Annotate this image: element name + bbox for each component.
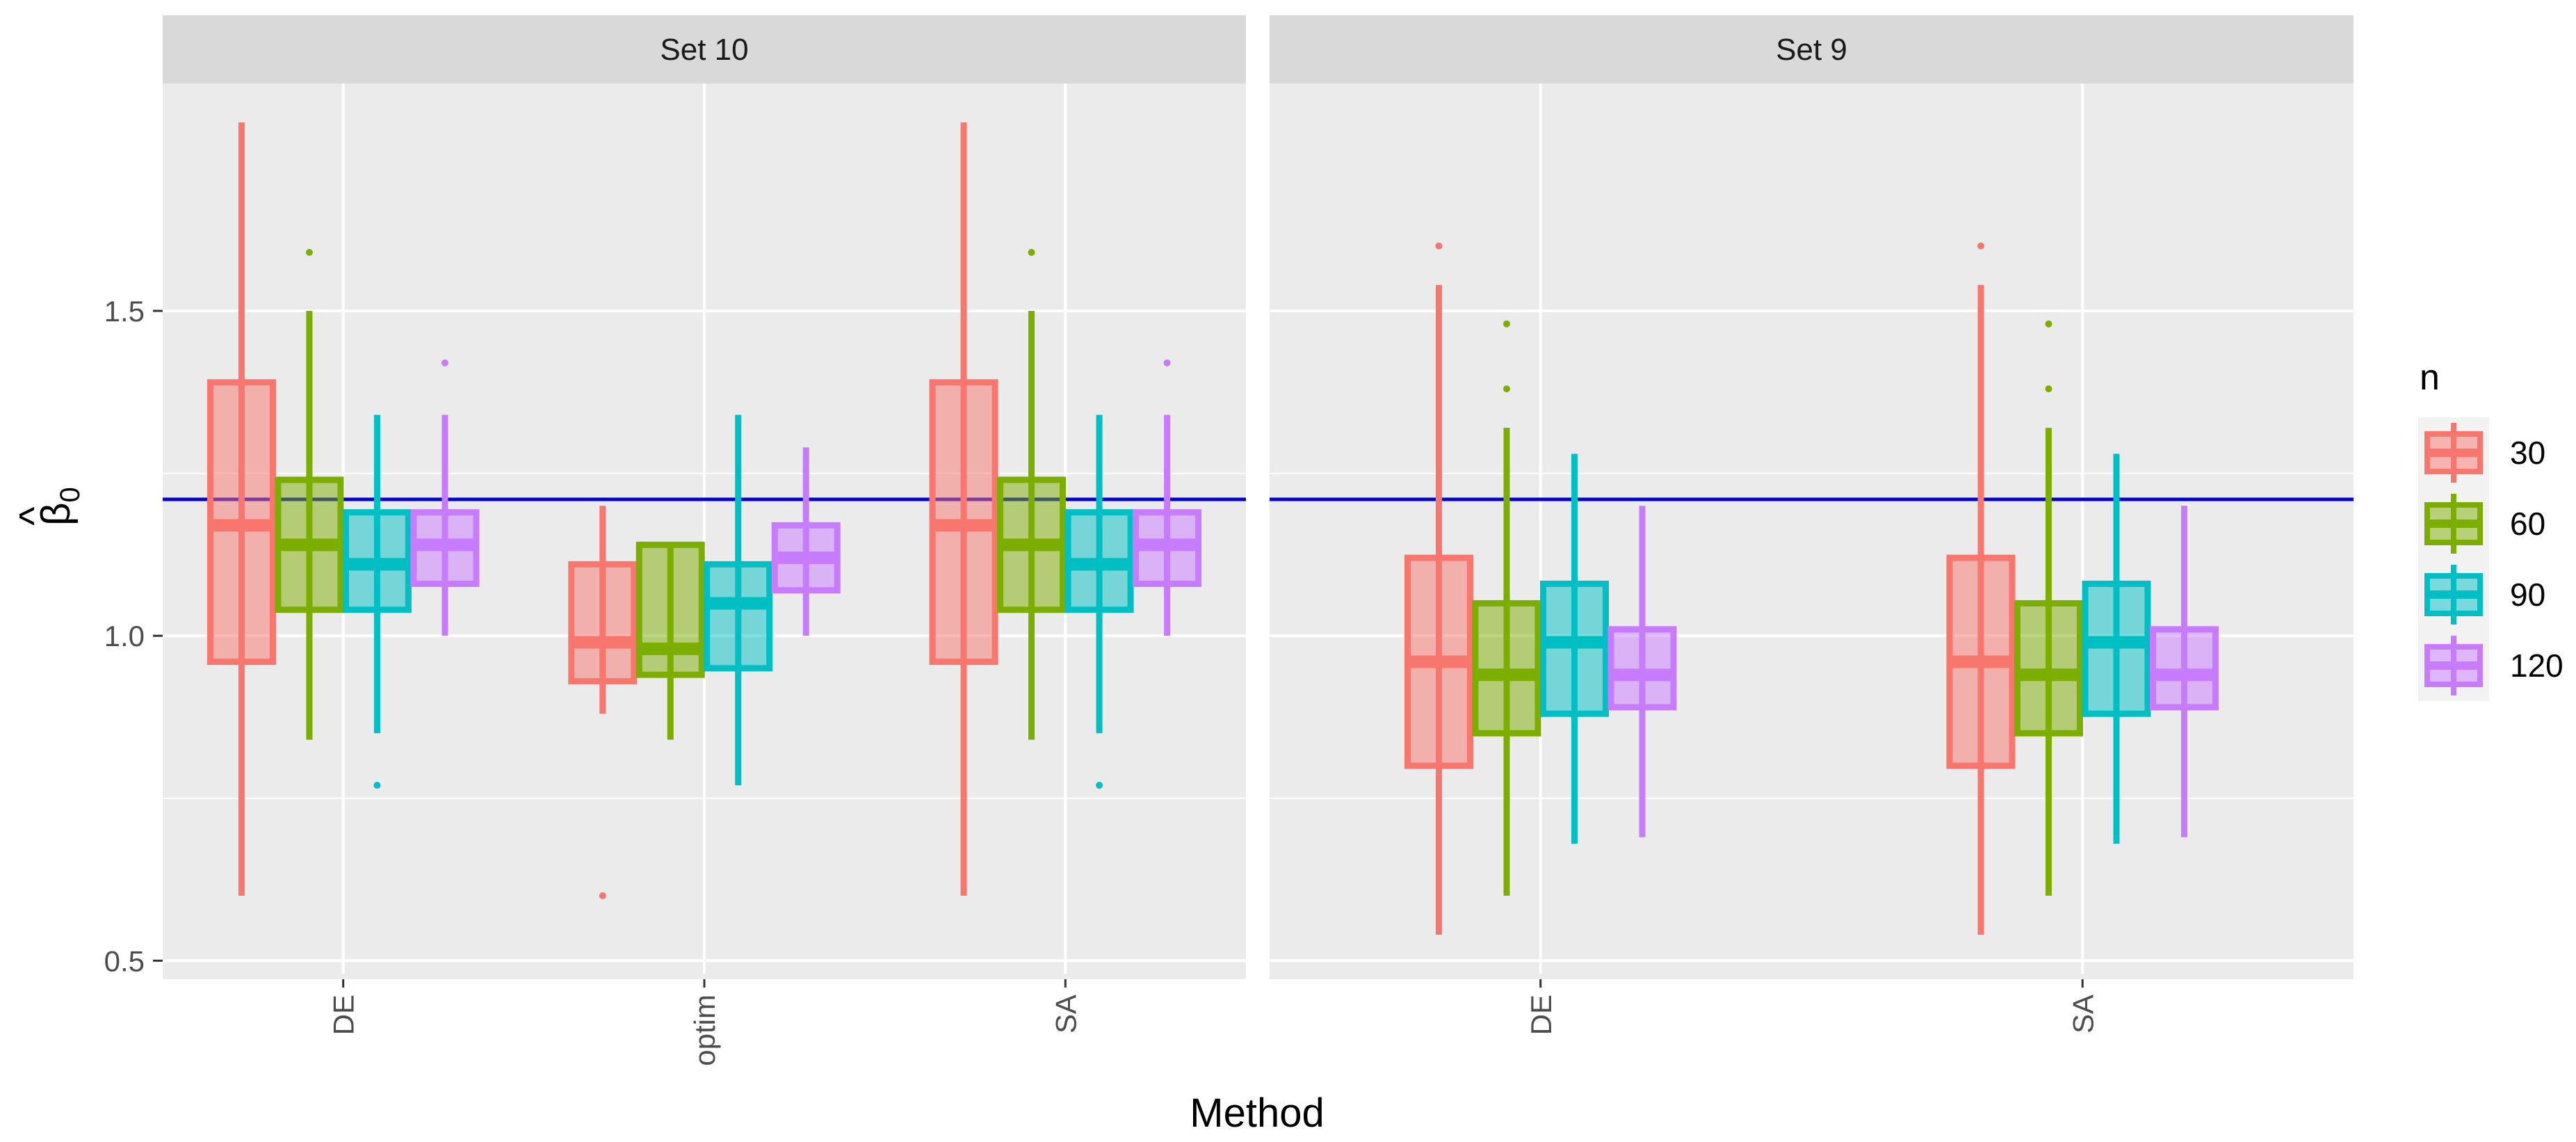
- box-outlier: [305, 248, 313, 256]
- x-axis-title: Method: [1190, 1091, 1324, 1136]
- box-n30: [568, 506, 638, 899]
- box-n120: [1607, 506, 1677, 837]
- x-tick-label: DE: [327, 995, 360, 1035]
- box-iqr: [1540, 580, 1609, 717]
- box-n30: [929, 122, 998, 896]
- box-n60: [635, 541, 705, 740]
- panels-layer: Set 10 DE optim SA Set 9 DE SA: [163, 15, 2354, 1066]
- legend-label: 120: [2510, 648, 2563, 684]
- legend-key-n60: 60: [2424, 494, 2545, 554]
- box-n60: [1472, 320, 1541, 896]
- x-tick-label: SA: [2066, 995, 2099, 1034]
- box-outlier: [373, 782, 381, 789]
- box-iqr: [704, 561, 773, 672]
- box-iqr: [2150, 626, 2219, 711]
- x-tick-label: DE: [1525, 995, 1557, 1035]
- legend: n 30 60 90 120: [2418, 357, 2563, 701]
- legend-key-n90: 90: [2424, 565, 2545, 625]
- strip-background: [1270, 15, 2354, 83]
- box-iqr: [1607, 626, 1677, 711]
- box-n90: [342, 415, 412, 789]
- x-axis-band: [163, 974, 1246, 979]
- y-axis-title-subscript: 0: [55, 487, 86, 502]
- box-n60: [275, 248, 344, 740]
- y-tick-label: 1.5: [104, 295, 145, 328]
- legend-label: 30: [2510, 435, 2545, 471]
- y-axis-title-symbol: β: [33, 502, 79, 525]
- box-n120: [410, 359, 480, 636]
- box-outlier: [2045, 320, 2052, 328]
- box-outlier: [1096, 782, 1103, 789]
- box-outlier: [1503, 320, 1510, 328]
- box-outlier: [1503, 385, 1510, 393]
- box-n60: [2014, 320, 2083, 896]
- legend-label: 90: [2510, 577, 2545, 613]
- box-outlier: [1163, 359, 1171, 367]
- strip-label: Set 9: [1776, 33, 1847, 67]
- y-tick-label: 1.0: [104, 620, 145, 652]
- box-n90: [1540, 453, 1609, 844]
- box-n30: [1404, 242, 1473, 935]
- x-tick-label: SA: [1049, 995, 1082, 1034]
- box-n90: [704, 415, 773, 786]
- legend-title: n: [2420, 357, 2440, 398]
- box-outlier: [441, 359, 448, 367]
- panel-set-9: Set 9 DE SA: [1270, 15, 2354, 1035]
- panel-set-10: Set 10 DE optim SA: [163, 15, 1246, 1066]
- x-axis-band: [1270, 974, 2354, 979]
- y-axis-title: β0 ^: [11, 487, 86, 526]
- box-n120: [2150, 506, 2219, 837]
- box-iqr: [635, 541, 705, 678]
- legend-label: 60: [2510, 506, 2545, 542]
- strip-label: Set 10: [660, 33, 748, 67]
- panel-background: [1270, 83, 2354, 974]
- box-outlier: [2045, 385, 2052, 393]
- box-iqr: [568, 561, 638, 685]
- box-n120: [1133, 359, 1202, 636]
- box-n30: [206, 122, 276, 896]
- y-axis-title-hat: ^: [11, 506, 56, 525]
- box-n30: [1946, 242, 2016, 935]
- box-iqr: [2014, 600, 2083, 737]
- strip-background: [163, 15, 1246, 83]
- box-iqr: [1472, 600, 1541, 737]
- svg-text:β0: β0: [33, 487, 86, 526]
- box-outlier: [1028, 248, 1035, 256]
- y-axis: 0.5 1.0 1.5: [104, 295, 163, 977]
- legend-key-n30: 30: [2424, 423, 2545, 483]
- box-n90: [2082, 453, 2151, 844]
- y-tick-label: 0.5: [104, 944, 145, 977]
- box-n60: [997, 248, 1067, 740]
- box-n90: [1064, 415, 1134, 789]
- box-outlier: [1435, 242, 1443, 250]
- box-outlier: [599, 892, 606, 899]
- x-tick-label: optim: [688, 995, 721, 1066]
- box-outlier: [1977, 242, 1984, 250]
- box-iqr: [2082, 580, 2151, 717]
- legend-key-n120: 120: [2424, 636, 2563, 695]
- box-n120: [771, 447, 841, 636]
